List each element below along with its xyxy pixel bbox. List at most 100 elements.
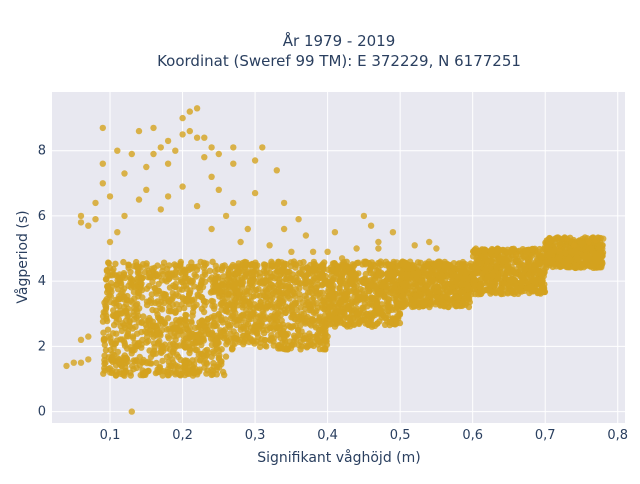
scatter-point bbox=[186, 108, 193, 115]
scatter-point bbox=[534, 248, 542, 255]
scatter-point bbox=[243, 307, 250, 314]
scatter-point bbox=[353, 259, 361, 267]
x-axis-title: Signifikant våghöjd (m) bbox=[257, 449, 420, 466]
scatter-point bbox=[107, 293, 115, 300]
scatter-point bbox=[253, 318, 260, 325]
scatter-point bbox=[226, 300, 233, 308]
scatter-point bbox=[164, 366, 172, 373]
scatter-point bbox=[440, 280, 448, 287]
scatter-point bbox=[229, 292, 236, 300]
scatter-point bbox=[277, 283, 284, 290]
scatter-point bbox=[104, 272, 111, 280]
scatter-point bbox=[462, 271, 469, 278]
scatter-point bbox=[208, 144, 215, 151]
scatter-point bbox=[600, 235, 607, 242]
scatter-point bbox=[152, 350, 160, 357]
scatter-point bbox=[102, 302, 109, 309]
scatter-point bbox=[573, 254, 581, 261]
scatter-point bbox=[478, 275, 485, 283]
scatter-point bbox=[283, 269, 291, 276]
scatter-point bbox=[283, 276, 290, 283]
scatter-point bbox=[526, 259, 533, 266]
scatter-point bbox=[371, 322, 379, 330]
scatter-point bbox=[145, 267, 152, 275]
scatter-point bbox=[384, 312, 391, 319]
scatter-point bbox=[572, 247, 579, 254]
scatter-point bbox=[447, 280, 455, 287]
scatter-point bbox=[104, 326, 112, 333]
scatter-point bbox=[236, 268, 243, 276]
scatter-point bbox=[320, 337, 327, 344]
scatter-point bbox=[509, 268, 517, 275]
scatter-point bbox=[106, 369, 114, 376]
scatter-point bbox=[201, 269, 208, 276]
scatter-point bbox=[283, 290, 290, 297]
scatter-point bbox=[245, 313, 252, 320]
scatter-point bbox=[562, 249, 569, 257]
scatter-point bbox=[397, 260, 404, 268]
scatter-point bbox=[288, 248, 295, 255]
scatter-point bbox=[116, 274, 123, 281]
scatter-point bbox=[202, 347, 209, 355]
scatter-point bbox=[153, 359, 160, 367]
scatter-point bbox=[331, 229, 339, 236]
scatter-point bbox=[85, 222, 92, 229]
scatter-point bbox=[203, 319, 210, 327]
scatter-point bbox=[326, 321, 333, 328]
scatter-point bbox=[182, 343, 189, 351]
x-tick-label: 0,5 bbox=[390, 428, 411, 443]
scatter-point bbox=[487, 248, 495, 255]
scatter-point bbox=[138, 280, 145, 287]
scatter-point bbox=[241, 289, 248, 296]
scatter-point bbox=[112, 260, 119, 267]
scatter-point bbox=[143, 186, 150, 193]
scatter-point bbox=[228, 278, 235, 285]
scatter-point bbox=[302, 342, 309, 350]
scatter-point bbox=[292, 274, 300, 281]
scatter-point bbox=[288, 314, 295, 321]
scatter-point bbox=[487, 287, 494, 295]
scatter-point bbox=[521, 253, 528, 260]
scatter-points bbox=[63, 105, 607, 415]
scatter-point bbox=[237, 238, 244, 246]
x-tick-label: 0,3 bbox=[245, 428, 266, 443]
scatter-point bbox=[502, 274, 509, 281]
scatter-point bbox=[287, 283, 294, 291]
scatter-point bbox=[280, 225, 288, 233]
scatter-point bbox=[420, 265, 427, 273]
scatter-point bbox=[338, 298, 345, 305]
scatter-point bbox=[193, 105, 201, 112]
scatter-point bbox=[193, 134, 201, 141]
scatter-point bbox=[439, 274, 446, 281]
scatter-point bbox=[347, 302, 355, 309]
scatter-point bbox=[124, 345, 131, 352]
scatter-point bbox=[459, 261, 466, 268]
scatter-point bbox=[244, 331, 251, 338]
scatter-point bbox=[271, 275, 279, 282]
scatter-point bbox=[130, 316, 138, 323]
scatter-point bbox=[309, 267, 317, 275]
scatter-point bbox=[420, 300, 427, 307]
y-tick-label: 4 bbox=[38, 274, 46, 289]
scatter-point bbox=[587, 245, 595, 252]
scatter-point bbox=[325, 309, 332, 316]
scatter-point bbox=[314, 281, 322, 288]
scatter-point bbox=[255, 333, 262, 341]
scatter-point bbox=[164, 315, 172, 322]
scatter-point bbox=[473, 269, 480, 277]
scatter-point bbox=[231, 316, 239, 323]
scatter-point bbox=[257, 339, 264, 346]
scatter-point bbox=[289, 323, 297, 330]
scatter-point bbox=[296, 269, 304, 276]
scatter-point bbox=[365, 288, 373, 295]
scatter-point bbox=[188, 319, 195, 326]
scatter-point bbox=[269, 290, 277, 297]
scatter-point bbox=[431, 262, 438, 270]
scatter-point bbox=[367, 265, 374, 273]
scatter-point bbox=[498, 263, 506, 270]
scatter-point bbox=[218, 361, 225, 368]
scatter-point bbox=[556, 245, 563, 252]
scatter-point bbox=[107, 286, 114, 293]
scatter-point bbox=[113, 337, 121, 344]
scatter-point bbox=[489, 272, 497, 279]
